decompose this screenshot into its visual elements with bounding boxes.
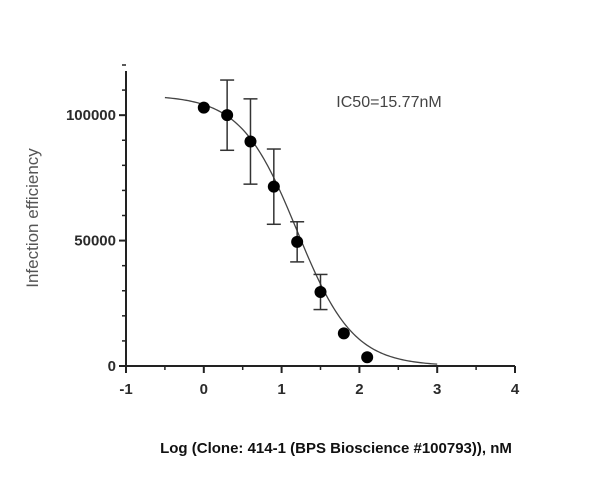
data-points-layer [197,101,374,364]
x-tick-label: 4 [511,381,520,398]
data-point [267,180,280,193]
data-point [314,286,327,299]
axes [125,71,515,367]
data-point [337,327,350,340]
data-point [361,351,374,364]
data-point [221,109,234,122]
y-tick-label: 100000 [66,107,116,124]
ic50-annotation: IC50=15.77nM [336,94,441,111]
x-tick-label: 3 [433,381,441,398]
y-tick-label: 0 [108,358,116,375]
x-tick-label: 1 [277,381,285,398]
fit-curve [164,96,438,365]
x-tick-label: 0 [200,381,208,398]
data-point [197,101,210,114]
y-axis-title: Infection efficiency [23,148,42,288]
fit-curve-layer [164,96,438,365]
x-tick-label: -1 [119,381,132,398]
error-bars-layer [220,79,328,311]
y-tick-label: 50000 [74,233,116,250]
data-point [244,135,257,148]
x-tick-label: 2 [355,381,363,398]
data-point [291,235,304,248]
x-axis-title: Log (Clone: 414-1 (BPS Bioscience #10079… [160,440,512,457]
